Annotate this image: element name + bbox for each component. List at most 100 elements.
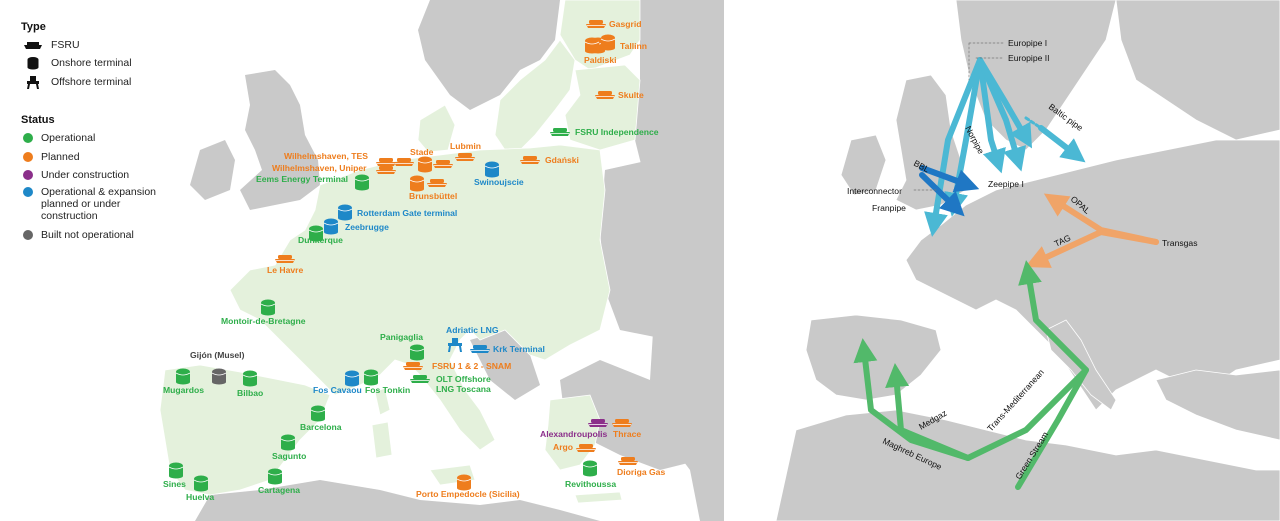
terminal-label: Tallinn [620,41,647,51]
terminal-label: Skulte [618,90,644,100]
terminal-montoir-de-bretagne: Montoir-de-Bretagne [221,299,306,326]
terminal-mugardos: Mugardos [163,368,204,395]
pipeline-green-stream [1015,367,1089,490]
pipeline-baltic-pipe-dashed [1024,116,1043,130]
fsru-icon [427,179,447,187]
onshore-terminal-icon [323,218,339,235]
onshore-terminal-icon [344,370,360,387]
terminal-label: Fos Cavaou [313,385,362,395]
terminal-label: Lubmin [450,141,481,151]
terminal-wilhelmshaven-uniper: Wilhelmshaven, Uniper [272,163,396,174]
onshore-terminal-icon [409,344,425,361]
terminal-label: Adriatic LNG [446,325,499,335]
fsru-icon [470,345,490,353]
terminal-dunkerque: Dunkerque [298,225,343,245]
terminal-label: Le Havre [267,265,304,275]
terminal-lubmin: Lubmin [450,141,481,161]
terminal-label: OLT Offshore [436,374,491,384]
onshore-terminal-icon [267,468,283,485]
pipeline-interconnector [919,172,965,217]
onshore-terminal-icon [260,299,276,316]
terminal-gij-n-musel: Gijón (Musel) [190,350,245,385]
pipeline-label: Franpipe [872,203,906,213]
south-pipelines [853,260,1089,490]
terminal-dioriga-gas: Dioriga Gas [617,457,665,477]
fsru-icon [376,158,396,166]
non-eu-land [190,0,724,521]
onshore-terminal-icon [354,174,370,191]
fsru-icon [403,362,423,370]
onshore-terminal-icon [211,368,227,385]
pipeline-europipe-ii [977,57,1033,149]
terminal-cartagena: Cartagena [258,468,300,495]
pipelines [853,42,1159,490]
terminal-label: Krk Terminal [493,344,545,354]
fsru-icon [275,255,295,263]
terminal-label: Porto Empedocle (Sicilia) [416,489,520,499]
fsru-icon [376,166,396,174]
east-pipelines [1025,193,1159,268]
terminal-fos-tonkin: Fos Tonkin [363,369,410,395]
legend-status-operational: Operational [23,131,95,145]
terminal-fsru-independence: FSRU Independence [550,127,659,137]
terminal-fos-cavaou: Fos Cavaou [313,370,362,395]
terminal-label: Argo [553,442,573,452]
fsru-icon [410,375,430,383]
onshore-terminal-icon [484,161,500,178]
pipeline-label: Europipe I [1008,38,1047,48]
terminal-barcelona: Barcelona [300,405,342,432]
terminal-alexandroupolis: Alexandroupolis [540,419,608,439]
terminal-label: Gasgrid [609,19,641,29]
terminal-label: Fos Tonkin [365,385,410,395]
terminal-label: LNG Toscana [436,384,491,394]
pipeline-label: Zeepipe I [988,179,1024,189]
terminal-label: Wilhelmshaven, TES [284,151,368,161]
fsru-icon [586,20,606,28]
terminal-porto-empedocle-sicilia: Porto Empedocle (Sicilia) [416,474,520,499]
terminal-label: Stade [410,147,434,157]
onshore-terminal-icon [600,34,616,51]
pipeline-label: Transgas [1162,238,1198,248]
onshore-terminal-icon [584,37,600,54]
terminal-label: Huelva [186,492,214,502]
pipeline-label: Europipe II [1008,53,1050,63]
terminal-label: Gijón (Musel) [190,350,245,360]
fsru-icon [520,156,540,164]
onshore-terminal-icon [242,370,258,387]
terminal-huelva: Huelva [186,475,214,502]
terminal-label: Barcelona [300,422,342,432]
onshore-terminal-icon [193,475,209,492]
terminal-gda-ski: Gdański [520,155,579,165]
fsru-icon [576,444,596,452]
terminal-label: Dioriga Gas [617,467,665,477]
terminal-krk-terminal: Krk Terminal [470,344,545,354]
terminal-sines: Sines [163,462,186,489]
terminal-rotterdam-gate-terminal: Rotterdam Gate terminal [337,204,457,221]
fsru-icon [24,42,42,49]
onshore-terminal-icon [417,156,433,173]
onshore-terminal-icon [409,175,425,192]
terminal-markers: Gasgrid Tallinn Paldiski Skulte FSRU Indepen… [163,19,665,502]
terminal-wilhelmshaven-tes: Wilhelmshaven, TES [284,151,414,166]
onshore-terminal-icon [280,434,296,451]
terminal-paldiski: Paldiski [584,37,616,65]
fsru-icon [455,153,475,161]
onshore-terminal-icon [308,225,324,242]
fsru-icon [612,419,632,427]
onshore-terminal-icon [456,474,472,491]
legend-status-under-construction: Under construction [23,168,129,182]
pipeline-medgaz [885,363,971,461]
terminal-label: Sines [163,479,186,489]
fsru-icon [588,419,608,427]
onshore-terminal-icon [363,369,379,386]
status-dot-icon [23,170,33,180]
terminal-label: Rotterdam Gate terminal [357,208,457,218]
legend-status-built-not-operational: Built not operational [23,228,134,242]
legend-status-expansion: Operational & expansion planned or under… [23,186,166,222]
terminal-sagunto: Sagunto [272,434,306,461]
terminal-swinoujscie: Swinoujscie [474,161,524,187]
terminal-label: Cartagena [258,485,300,495]
fsru-icon [595,91,615,99]
